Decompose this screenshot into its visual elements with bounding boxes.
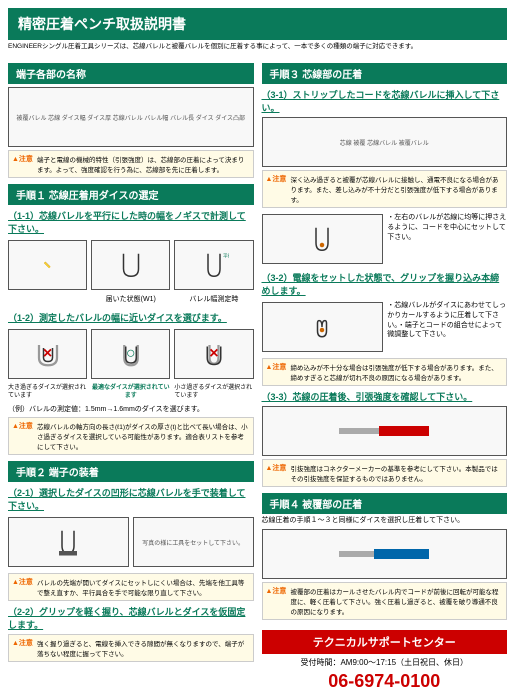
mount-row: 写真の様に工具をセットして下さい。 [8,514,254,570]
pull-test-image [262,406,508,456]
note-crimp: ▲注意 締め込みが不十分な場合は引張強度が低下する場合があります。また、締めすぎ… [262,358,508,386]
columns: 端子各部の名称 被覆バレル 芯線 ダイス幅 ダイス厚 芯線バレル バレル幅 バレ… [8,57,507,692]
mount-photo: 写真の様に工具をセットして下さい。 [133,517,254,567]
cross-icon: × [43,345,52,363]
support-time: 受付時間：AM9:00〜17:15（土日祝日、休日） [262,657,508,668]
sub-3-3: （3-3）芯線の圧着後、引張強度を確認して下さい。 [262,390,508,403]
label-measure: バレル幅測定時 [174,295,253,305]
insert-labels: 芯線 被覆 芯線バレル 被覆バレル [340,138,429,147]
sub-2-2: （2-2）グリップを軽く握り、芯線バレルとダイスを仮固定します。 [8,605,254,631]
right-column: 手順３ 芯線部の圧着 （3-1）ストリップしたコードを芯線バレルに挿入して下さい… [262,57,508,692]
circle-icon: ○ [126,345,136,363]
subtitle: ENGINEERシングル圧着工具シリーズは、芯線バレルと被覆バレルを個別に圧着す… [8,42,507,51]
note-text: 端子と電線の機械的特性（引張強度）は、芯線部の圧着によって決まります。よって、強… [37,154,250,174]
note-text: 芯線バレルの軸方向の長さ(ℓ1)がダイスの厚さ(t)と比べて長い場合は、小さ過ぎ… [37,421,250,451]
warning-icon: ▲注意 [12,421,33,451]
cap-big: 大き過ぎるダイスが選択されています [8,384,87,401]
cap-small: 小さ過ぎるダイスが選択されています [174,384,253,401]
terminal-parts-diagram: 被覆バレル 芯線 ダイス幅 ダイス厚 芯線バレル バレル幅 バレル長 ダイス ダ… [8,87,254,147]
sub-1-2: （1-2）測定したバレルの幅に近いダイスを選びます。 [8,311,254,324]
note-parts: ▲注意 端子と電線の機械的特性（引張強度）は、芯線部の圧着によって決まります。よ… [8,150,254,178]
note-mount: ▲注意 バレルの先端が開いてダイスにセットしにくい場合は、先端を他工具等で整え直… [8,573,254,601]
sub-3-1: （3-1）ストリップしたコードを芯線バレルに挿入して下さい。 [262,88,508,114]
section-head-step2: 手順２ 端子の装着 [8,461,254,482]
manual-page: 精密圧着ペンチ取扱説明書 ENGINEERシングル圧着工具シリーズは、芯線バレル… [0,0,515,700]
note-text: 被覆部の圧着はカールさせたバレル内でコードが前後に回転が可能な程度に、軽く圧着し… [290,586,503,616]
left-column: 端子各部の名称 被覆バレル 芯線 ダイス幅 ダイス厚 芯線バレル バレル幅 バレ… [8,57,254,692]
die-too-big: × [8,329,87,379]
warning-icon: ▲注意 [266,362,287,382]
sub-3-2: （3-2）電線をセットした状態で、グリップを握り込み本締めします。 [262,271,508,297]
sub-1-1: （1-1）芯線バレルを平行にした時の幅をノギスで計測して下さい。 [8,209,254,235]
support-phone: 06-6974-0100 [262,671,508,692]
sub-2-1: （2-1）選択したダイスの凹形に芯線バレルを手で装着して下さい。 [8,486,254,512]
diagram-labels: 被覆バレル 芯線 ダイス幅 ダイス厚 芯線バレル バレル幅 バレル長 ダイス ダ… [16,113,245,122]
cap-opt: 最適なダイスが選択されています [91,384,170,401]
step4-body: 芯線圧着の手順１〜３と同様にダイスを選択し圧着して下さい。 [262,516,508,526]
note-text: 引抜強度はコネクターメーカーの基準を参考にして下さい。本製品ではその引抜強度を保… [290,463,503,483]
note-text: バレルの先端が開いてダイスにセットしにくい場合は、先端を他工具等で整え直すか、平… [37,577,250,597]
crimp-diagram [262,302,384,352]
caption-row-2: 大き過ぎるダイスが選択されています 最適なダイスが選択されています 小さ過ぎるダ… [8,382,254,403]
u-shape-1 [91,240,170,290]
section-head-parts: 端子各部の名称 [8,63,254,84]
warning-icon: ▲注意 [266,586,287,616]
warning-icon: ▲注意 [12,154,33,174]
support-title: テクニカルサポートセンター [262,630,508,654]
caliper-row: 📏 平行 [8,237,254,293]
center-row: ・左右のバレルが芯線に均等に押さえるように、コードを中心にセットして下さい。 [262,211,508,267]
note-text: 締め込みが不十分な場合は引張強度が低下する場合があります。また、締めすぎると芯線… [290,362,503,382]
example-text: （例）バレルの測定値：1.5mm→1.6mmのダイスを選びます。 [8,405,254,415]
die-optimal: ○ [91,329,170,379]
caliper-image: 📏 [8,240,87,290]
crimp-row: ・芯線バレルがダイスにあわせてしっかりカールするように圧着して下さい。・端子とコ… [262,299,508,355]
warning-icon: ▲注意 [266,463,287,483]
svg-text:平行: 平行 [223,253,229,260]
main-title: 精密圧着ペンチ取扱説明書 [18,14,186,34]
u-shape-2: 平行 [174,240,253,290]
section-head-step4: 手順４ 被覆部の圧着 [262,493,508,514]
section-head-step3: 手順３ 芯線部の圧着 [262,63,508,84]
die-select-row: × ○ × [8,326,254,382]
label-w1: 届いた状態(W1) [91,295,170,305]
title-bar: 精密圧着ペンチ取扱説明書 [8,8,507,40]
support-block: テクニカルサポートセンター 受付時間：AM9:00〜17:15（土日祝日、休日）… [262,630,508,692]
note-text: 深く込み過ぎると被覆が芯線バレルに接触し、通電不良になる場合があります。また、差… [290,174,503,204]
note-pull: ▲注意 引抜強度はコネクターメーカーの基準を参考にして下さい。本製品ではその引抜… [262,459,508,487]
warning-icon: ▲注意 [12,638,33,658]
die-too-small: × [174,329,253,379]
cross-icon: × [209,345,218,363]
mount-diagram [8,517,129,567]
section-head-step1: 手順１ 芯線圧着用ダイスの選定 [8,184,254,205]
note-text: 強く握り過ぎると、電線を挿入できる隙間が無くなりますので、端子が落ちない程度に握… [37,638,250,658]
insulation-image [262,529,508,579]
warning-icon: ▲注意 [12,577,33,597]
center-diagram [262,214,384,264]
caption-row-1: 届いた状態(W1) バレル幅測定時 [8,293,254,307]
warning-icon: ▲注意 [266,174,287,204]
note-insulation: ▲注意 被覆部の圧着はカールさせたバレル内でコードが前後に回転が可能な程度に、軽… [262,582,508,620]
insert-diagram: 芯線 被覆 芯線バレル 被覆バレル [262,117,508,167]
note-grip: ▲注意 強く握り過ぎると、電線を挿入できる隙間が無くなりますので、端子が落ちない… [8,634,254,662]
note-insert: ▲注意 深く込み過ぎると被覆が芯線バレルに接触し、通電不良になる場合があります。… [262,170,508,208]
crimp-text: ・芯線バレルがダイスにあわせてしっかりカールするように圧着して下さい。・端子とコ… [387,301,507,353]
note-die: ▲注意 芯線バレルの軸方向の長さ(ℓ1)がダイスの厚さ(t)と比べて長い場合は、… [8,417,254,455]
center-text: ・左右のバレルが芯線に均等に押さえるように、コードを中心にセットして下さい。 [387,213,507,265]
